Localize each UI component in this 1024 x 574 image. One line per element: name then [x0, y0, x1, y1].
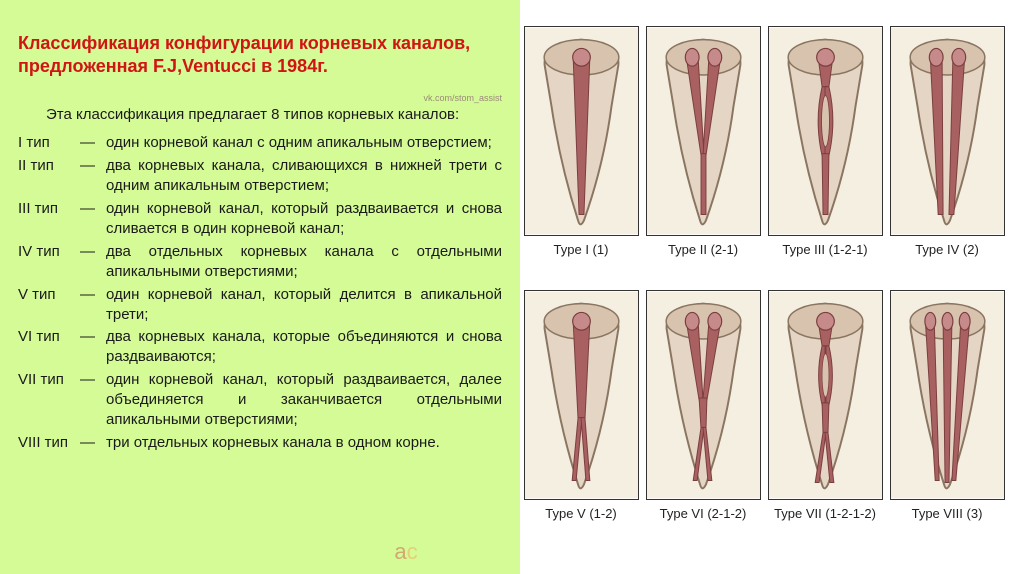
- type-row: V тип—один корневой канал, который делит…: [18, 285, 502, 325]
- types-list: I тип—один корневой канал с одним апикал…: [18, 133, 502, 453]
- diagram-panel: Type I (1) Type II (2-1) Type III (1-2-1…: [520, 0, 1024, 574]
- type-row: VII тип—один корневой канал, который раз…: [18, 370, 502, 430]
- tooth-diagram-t4: [890, 26, 1005, 236]
- type-dash: —: [80, 327, 106, 367]
- intro-text: Эта классификация предлагает 8 типов кор…: [18, 105, 502, 125]
- diagram-label: Type V (1-2): [545, 506, 617, 521]
- type-row: VI тип—два корневых канала, которые объе…: [18, 327, 502, 367]
- type-desc: два отдельных корневых канала с отдельны…: [106, 242, 502, 282]
- type-dash: —: [80, 156, 106, 196]
- type-dash: —: [80, 133, 106, 153]
- type-row: III тип—один корневой канал, который раз…: [18, 199, 502, 239]
- tooth-diagram-t1: [524, 26, 639, 236]
- tooth-diagram-t7: [768, 290, 883, 500]
- tooth-diagram-t8: [890, 290, 1005, 500]
- diagram-label: Type II (2-1): [668, 242, 738, 257]
- diagram-cell: Type IV (2): [886, 26, 1008, 290]
- type-label: V тип: [18, 285, 80, 325]
- tooth-diagram-t6: [646, 290, 761, 500]
- tooth-diagram-t2: [646, 26, 761, 236]
- type-desc: один корневой канал, который раздваивает…: [106, 370, 502, 430]
- type-dash: —: [80, 370, 106, 430]
- tooth-diagram-t5: [524, 290, 639, 500]
- tooth-diagram-t3: [768, 26, 883, 236]
- diagram-label: Type VI (2-1-2): [660, 506, 747, 521]
- diagram-cell: Type VII (1-2-1-2): [764, 290, 886, 554]
- type-label: VIII тип: [18, 433, 80, 453]
- watermark-top: vk.com/stom_assist: [18, 93, 502, 103]
- diagram-label: Type VII (1-2-1-2): [774, 506, 876, 521]
- diagram-cell: Type III (1-2-1): [764, 26, 886, 290]
- type-dash: —: [80, 242, 106, 282]
- type-row: VIII тип—три отдельных корневых канала в…: [18, 433, 502, 453]
- type-desc: один корневой канал, который делится в а…: [106, 285, 502, 325]
- type-label: I тип: [18, 133, 80, 153]
- diagram-cell: Type VI (2-1-2): [642, 290, 764, 554]
- type-desc: два корневых канала, сливающихся в нижне…: [106, 156, 502, 196]
- diagram-cell: Type II (2-1): [642, 26, 764, 290]
- watermark-logo: ac: [380, 534, 432, 570]
- type-row: I тип—один корневой канал с одним апикал…: [18, 133, 502, 153]
- type-label: VII тип: [18, 370, 80, 430]
- type-desc: один корневой канал, который раздваивает…: [106, 199, 502, 239]
- text-panel: Классификация конфигурации корневых кана…: [0, 0, 520, 574]
- diagram-grid: Type I (1) Type II (2-1) Type III (1-2-1…: [520, 26, 1008, 554]
- type-row: IV тип—два отдельных корневых канала с о…: [18, 242, 502, 282]
- type-label: III тип: [18, 199, 80, 239]
- diagram-label: Type IV (2): [915, 242, 979, 257]
- type-desc: два корневых канала, которые объединяютс…: [106, 327, 502, 367]
- diagram-cell: Type VIII (3): [886, 290, 1008, 554]
- diagram-label: Type I (1): [554, 242, 609, 257]
- diagram-cell: Type I (1): [520, 26, 642, 290]
- type-row: II тип—два корневых канала, сливающихся …: [18, 156, 502, 196]
- type-label: II тип: [18, 156, 80, 196]
- title: Классификация конфигурации корневых кана…: [18, 32, 502, 79]
- type-label: VI тип: [18, 327, 80, 367]
- type-label: IV тип: [18, 242, 80, 282]
- diagram-cell: Type V (1-2): [520, 290, 642, 554]
- type-dash: —: [80, 285, 106, 325]
- type-desc: один корневой канал с одним апикальным о…: [106, 133, 502, 153]
- type-dash: —: [80, 433, 106, 453]
- type-desc: три отдельных корневых канала в одном ко…: [106, 433, 502, 453]
- diagram-label: Type VIII (3): [912, 506, 983, 521]
- diagram-label: Type III (1-2-1): [782, 242, 867, 257]
- type-dash: —: [80, 199, 106, 239]
